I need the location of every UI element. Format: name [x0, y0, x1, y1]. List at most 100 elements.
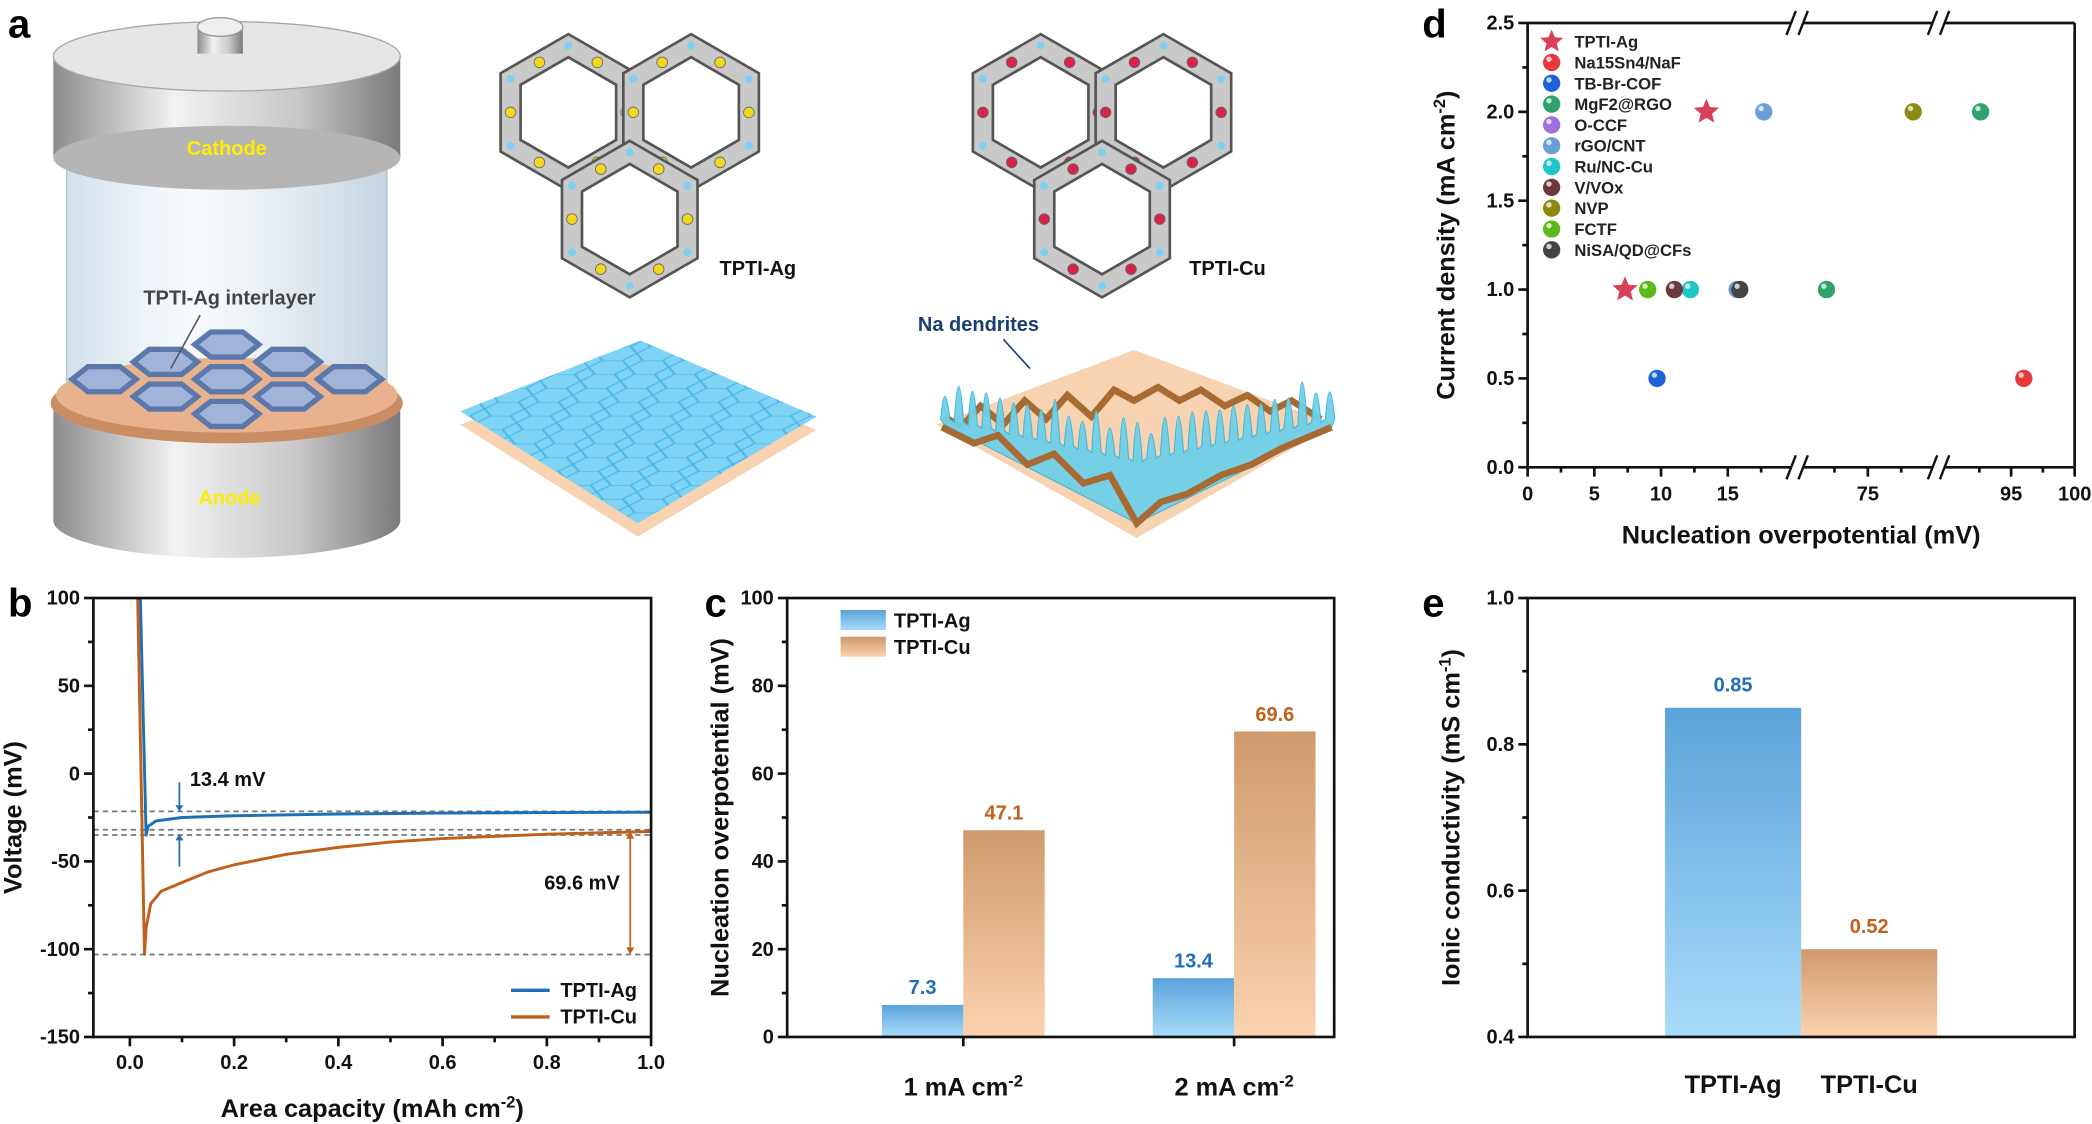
d-y-axis-label-main: Current density (mA cm — [1432, 114, 1460, 400]
tpti-cu-structure-label: TPTI-Cu — [1189, 258, 1266, 280]
nitrogen-dot — [564, 41, 573, 50]
d-y-tick-label: 0.0 — [1486, 457, 1514, 479]
legend-label-nvp: NVP — [1574, 199, 1608, 218]
interlayer-label: TPTI-Ag interlayer — [143, 288, 315, 310]
cathode-label: Cathode — [187, 138, 267, 160]
metal-site-dot — [1128, 56, 1141, 69]
metal-site-dot — [591, 56, 604, 69]
axis-break-mark — [1785, 10, 1797, 36]
metal-site-dot — [533, 56, 546, 69]
b-x-axis-label: Area capacity (mAh cm-2) — [221, 1094, 524, 1123]
data-point-na15sn4-naf — [2015, 369, 2033, 388]
bar-value-label: 69.6 — [1255, 704, 1294, 726]
nitrogen-dot — [978, 75, 987, 84]
annotation-69-6-mv: 69.6 mV — [544, 872, 620, 894]
metal-site-dot — [1038, 213, 1051, 225]
b-x-tick-label: 0.6 — [429, 1052, 457, 1074]
anode-bottom — [53, 483, 401, 558]
cof-ring — [563, 142, 697, 296]
nitrogen-dot — [744, 75, 753, 84]
dendrite-illustration: Na dendrites — [918, 314, 1336, 538]
legend-label-tpti-ag: TPTI-Ag — [894, 610, 971, 632]
legend-marker-o-ccf — [1542, 116, 1561, 134]
nitrogen-dot — [1217, 75, 1226, 84]
d-x-tick-label: 100 — [2058, 484, 2091, 506]
battery-illustration: Cathode Anode TPTI-Ag interlayer — [50, 16, 403, 558]
d-y-tick-label: 1.5 — [1486, 190, 1514, 212]
double-arrow-head-bottom — [626, 947, 635, 955]
legend-marker-rgo-cnt-highlight — [1546, 139, 1552, 146]
legend-marker-nisa-qd-cfs — [1542, 241, 1561, 259]
nitrogen-dot — [1155, 181, 1164, 190]
panel-letter-b: b — [8, 582, 32, 626]
metal-site-dot — [652, 263, 665, 275]
legend-label-tpti-cu: TPTI-Cu — [894, 637, 971, 659]
legend-marker-ru-nc-cu — [1542, 157, 1561, 176]
data-point-ru-nc-cu-highlight — [1685, 283, 1691, 289]
honeycomb-cell — [129, 346, 202, 378]
c-category-label-sup: -2 — [1008, 1072, 1023, 1090]
c-category-label-main: 1 mA cm — [904, 1074, 1009, 1102]
tpti-ag-structure-label: TPTI-Ag — [719, 258, 796, 280]
series-line-tpti-cu — [136, 597, 652, 956]
double-arrow-head-top — [626, 831, 635, 839]
legend-marker-nisa-qd-cfs-highlight — [1546, 243, 1552, 250]
nitrogen-dot — [1040, 248, 1049, 257]
anode-label: Anode — [198, 488, 260, 510]
data-point-nvp-highlight — [1907, 105, 1914, 112]
legend-marker-mgf2-rgo-highlight — [1546, 98, 1552, 104]
metal-site-dot — [627, 106, 640, 119]
metal-site-dot — [681, 213, 694, 225]
legend-swatch-tpti-cu — [840, 636, 886, 657]
nitrogen-dot — [1101, 75, 1110, 84]
nitrogen-dot — [506, 141, 515, 150]
legend-marker-na15sn4-naf-highlight — [1546, 56, 1552, 62]
nitrogen-dot — [687, 41, 696, 50]
d-x-axis-label: Nucleation overpotential (mV) — [1622, 521, 1981, 549]
d-x-tick-label: 10 — [1650, 484, 1672, 506]
metal-site-dot — [652, 163, 665, 175]
b-y-axis-label: Voltage (mV) — [0, 741, 27, 894]
axis-break-mark — [1926, 454, 1939, 480]
nitrogen-dot — [629, 75, 638, 84]
metal-site-dot — [1067, 263, 1079, 275]
c-category-label: 1 mA cm-2 — [904, 1072, 1023, 1101]
e-y-tick-label: 0.6 — [1486, 880, 1514, 902]
legend-label-rgo-cnt: rGO/CNT — [1574, 137, 1645, 156]
legend-label-o-ccf: O-CCF — [1574, 116, 1627, 135]
nitrogen-dot — [1217, 141, 1226, 150]
metal-site-dot — [595, 263, 607, 275]
e-y-tick-label: 0.8 — [1486, 734, 1514, 756]
metal-site-dot — [1154, 213, 1166, 225]
bar-tpti-ag — [1665, 707, 1802, 1037]
nitrogen-dot — [1040, 181, 1049, 190]
data-point-mgf2-rgo-highlight — [1821, 283, 1827, 289]
bar-tpti-ag — [881, 1004, 964, 1037]
c-y-tick-label: 0 — [763, 1027, 774, 1049]
d-x-tick-label: 15 — [1717, 484, 1739, 506]
metal-site-dot — [1099, 106, 1112, 119]
b-y-tick-label: 100 — [47, 588, 80, 610]
honeycomb-cell — [251, 381, 325, 412]
legend-label-tpti-ag: TPTI-Ag — [560, 980, 637, 1002]
metal-site-dot — [1005, 56, 1018, 69]
nitrogen-dot — [1098, 281, 1107, 290]
honeycomb-cell — [190, 398, 264, 430]
c-y-tick-label: 80 — [752, 675, 774, 697]
d-y-axis-label-sup: -2 — [1431, 99, 1449, 114]
d-y-axis-label-end: ) — [1432, 90, 1460, 98]
d-x-tick-label: 0 — [1522, 484, 1533, 506]
axis-break-mark — [1926, 10, 1939, 36]
battery-terminal-top — [196, 16, 244, 37]
nitrogen-dot — [567, 248, 576, 257]
metal-site-dot — [1125, 263, 1137, 275]
data-point-mgf2-rgo — [1971, 103, 1990, 121]
data-point-na15sn4-naf-highlight — [2018, 372, 2024, 378]
dendrite-edge-front — [940, 424, 1333, 529]
b-x-tick-label: 0.8 — [533, 1052, 561, 1074]
c-y-tick-label: 60 — [752, 763, 774, 785]
legend-marker-mgf2-rgo — [1542, 95, 1561, 113]
axis-break-mark — [1785, 454, 1797, 480]
